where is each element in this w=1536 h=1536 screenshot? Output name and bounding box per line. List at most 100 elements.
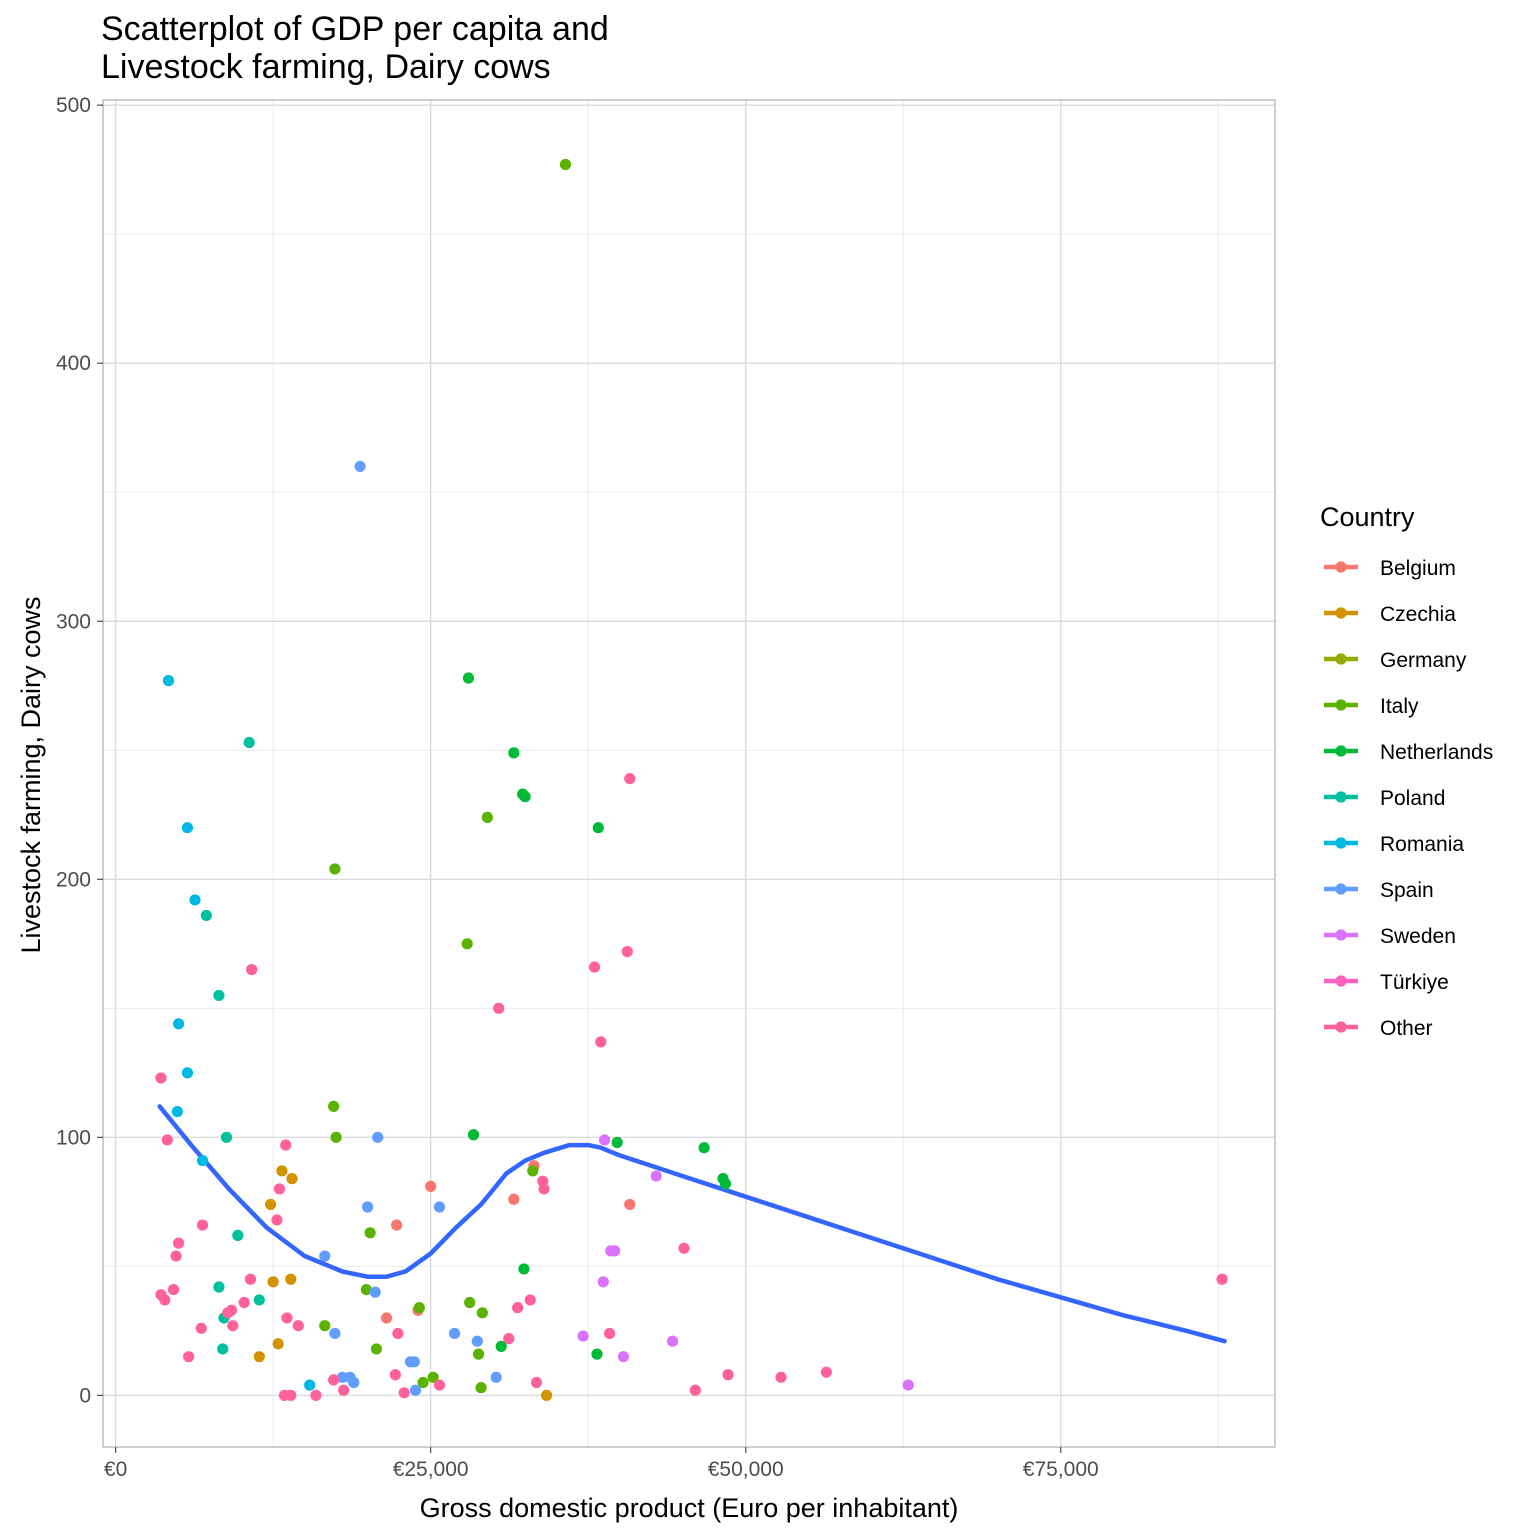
point-other (238, 1296, 250, 1309)
legend-label: Netherlands (1380, 741, 1493, 764)
legend-item-t-rkiye: Türkiye (1324, 971, 1449, 994)
point-other (244, 1273, 257, 1285)
point-sweden (597, 1276, 609, 1288)
x-tick-label: €75,000 (1023, 1458, 1099, 1481)
point-netherlands (698, 1142, 710, 1154)
point-spain (372, 1131, 384, 1143)
point-spain (329, 1327, 341, 1340)
point-romania (304, 1379, 316, 1391)
point-other (398, 1387, 410, 1399)
point-other (273, 1183, 286, 1195)
point-other (271, 1214, 283, 1226)
point-other (588, 961, 601, 973)
point-romania (171, 1105, 183, 1118)
point-poland (200, 909, 212, 922)
point-other (392, 1327, 404, 1340)
point-belgium (425, 1180, 437, 1192)
plot-border (102, 99, 1276, 1448)
point-other (170, 1250, 182, 1262)
point-sweden (902, 1379, 914, 1391)
smooth-layer (157, 1104, 1227, 1344)
point-spain (449, 1327, 461, 1340)
point-romania (189, 894, 201, 906)
point-spain (409, 1384, 422, 1396)
point-netherlands (462, 672, 475, 684)
point-other (159, 1294, 171, 1306)
point-other (503, 1333, 515, 1345)
point-other (512, 1302, 524, 1314)
chart-title-line-1: Scatterplot of GDP per capita and (101, 10, 609, 48)
y-axis-title: Livestock farming, Dairy cows (16, 596, 46, 953)
point-other (604, 1327, 616, 1340)
point-czechia (272, 1338, 284, 1350)
point-italy (360, 1283, 372, 1296)
legend-label: Türkiye (1380, 971, 1449, 994)
point-sweden (598, 1134, 611, 1146)
point-netherlands (591, 1348, 603, 1360)
point-belgium (391, 1219, 403, 1231)
point-italy (413, 1302, 425, 1314)
legend-key-point (1335, 561, 1347, 573)
point-sweden (609, 1245, 621, 1257)
point-spain (408, 1356, 420, 1368)
point-other (155, 1072, 167, 1084)
x-tick-label: €0 (104, 1458, 127, 1481)
point-poland (213, 989, 225, 1002)
point-italy (328, 1100, 340, 1112)
point-netherlands (519, 791, 531, 803)
legend-label: Spain (1380, 879, 1434, 902)
point-romania (173, 1018, 185, 1030)
y-tick-label: 200 (56, 868, 91, 891)
point-netherlands (611, 1136, 623, 1149)
point-other (292, 1320, 304, 1332)
point-poland (213, 1281, 225, 1293)
legend-key-point (1335, 653, 1347, 665)
legend-item-poland: Poland (1324, 787, 1445, 810)
point-other (310, 1389, 322, 1401)
legend-key-point (1335, 699, 1347, 711)
point-other (1216, 1273, 1228, 1285)
point-italy (427, 1371, 439, 1383)
point-spain (369, 1286, 381, 1298)
point-sweden (650, 1170, 662, 1182)
point-romania (181, 822, 194, 834)
smooth-line (157, 1104, 1227, 1344)
point-other (196, 1219, 209, 1231)
point-other (183, 1351, 195, 1363)
point-italy (475, 1382, 487, 1394)
point-other (328, 1374, 340, 1386)
x-axis-title: Gross domestic product (Euro per inhabit… (420, 1493, 959, 1523)
point-other (195, 1322, 207, 1334)
point-italy (476, 1307, 488, 1319)
point-poland (232, 1229, 244, 1242)
point-italy (319, 1320, 331, 1332)
point-other (433, 1379, 446, 1391)
point-czechia (265, 1198, 277, 1211)
legend-title: Country (1320, 502, 1415, 532)
point-other (678, 1242, 690, 1254)
point-italy (472, 1348, 485, 1360)
y-tick-label: 100 (56, 1126, 91, 1149)
point-italy (330, 1131, 342, 1143)
point-spain (362, 1201, 374, 1213)
legend-item-belgium: Belgium (1324, 557, 1456, 580)
y-tick-label: 400 (56, 352, 91, 375)
point-romania (162, 675, 175, 687)
point-italy (370, 1343, 383, 1355)
point-romania (181, 1067, 194, 1079)
legend-item-sweden: Sweden (1324, 925, 1456, 948)
point-other (493, 1002, 505, 1014)
legend-key-point (1335, 883, 1347, 895)
point-netherlands (719, 1178, 732, 1190)
point-italy (329, 863, 341, 875)
point-czechia (540, 1389, 553, 1401)
legend-item-other: Other (1324, 1017, 1433, 1040)
legend-item-italy: Italy (1324, 695, 1419, 718)
point-other (389, 1369, 401, 1381)
gridlines (103, 100, 1275, 1447)
point-other (689, 1384, 701, 1396)
legend-label: Sweden (1380, 925, 1456, 948)
point-romania (196, 1154, 209, 1167)
point-italy (559, 158, 572, 171)
point-poland (253, 1294, 265, 1306)
